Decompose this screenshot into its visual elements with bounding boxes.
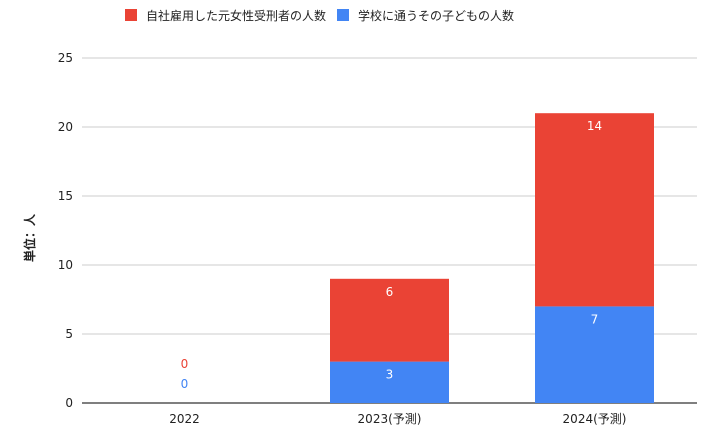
data-label: 14 <box>587 119 602 133</box>
bar-children <box>535 306 654 403</box>
data-label: 0 <box>181 377 189 391</box>
data-label: 3 <box>386 368 394 382</box>
bar-employees <box>330 278 449 362</box>
x-axis-ticks: 2022 2023(予測) 2024(予測) <box>169 412 626 426</box>
data-label: 6 <box>386 285 394 299</box>
y-tick-label: 25 <box>58 51 73 65</box>
legend-swatch <box>125 9 137 21</box>
data-labels: 0 0 3 6 7 14 <box>181 119 602 391</box>
x-tick-label: 2022 <box>169 412 200 426</box>
data-label: 7 <box>591 312 599 326</box>
legend-label: 学校に通うその子どもの人数 <box>358 8 514 23</box>
y-tick-label: 10 <box>58 258 73 272</box>
legend-label: 自社雇用した元女性受刑者の人数 <box>146 8 326 23</box>
y-axis-label: 単位：人 <box>22 213 37 262</box>
x-tick-label: 2024(予測) <box>563 412 627 426</box>
legend: 自社雇用した元女性受刑者の人数 学校に通うその子どもの人数 <box>125 8 514 23</box>
y-tick-label: 0 <box>65 396 73 410</box>
bar-children <box>330 361 449 403</box>
y-tick-label: 20 <box>58 120 73 134</box>
x-tick-label: 2023(予測) <box>358 412 422 426</box>
bar-employees <box>535 113 654 307</box>
y-tick-label: 15 <box>58 189 73 203</box>
y-axis-ticks: 0 5 10 15 20 25 <box>58 51 73 410</box>
legend-swatch <box>337 9 349 21</box>
data-label: 0 <box>181 357 189 371</box>
y-tick-label: 5 <box>65 327 73 341</box>
bars <box>330 113 654 403</box>
